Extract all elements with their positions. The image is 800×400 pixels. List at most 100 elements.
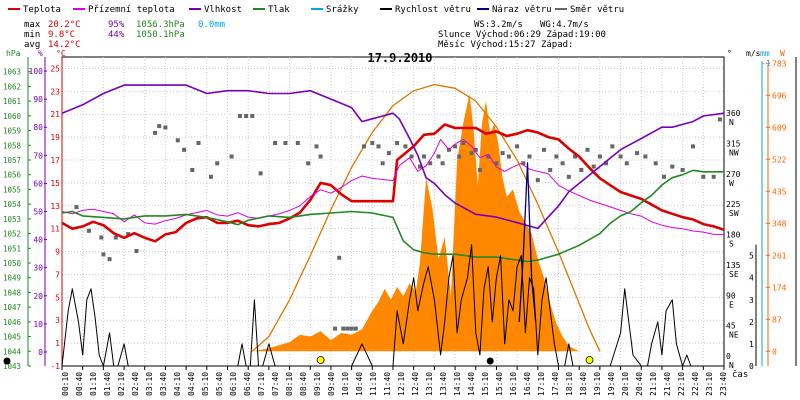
temp-tick-label: 21 <box>50 110 60 119</box>
wind-direction-dot <box>318 154 323 159</box>
wind-direction-dot <box>542 147 546 152</box>
wind-direction-dot <box>403 144 408 149</box>
hpa-tick-label: 1053 <box>3 215 21 224</box>
wind-direction-dot <box>717 117 722 122</box>
solar-tick-label: 174 <box>772 283 787 292</box>
pct-tick-label: 20 <box>33 292 43 301</box>
wind-direction-dot <box>190 168 195 172</box>
x-tick-label: 12:10 <box>397 372 406 396</box>
stat-max-label: max <box>24 20 41 30</box>
solar-measured-area <box>252 93 580 352</box>
wind-direction-dot <box>624 161 629 166</box>
solar-tick-label: 261 <box>772 251 787 260</box>
stat-max-hum: 95% <box>108 20 125 30</box>
stat-min-label: min <box>24 30 40 40</box>
stat-avg-temp: 14.2°C <box>48 40 81 50</box>
temp-axis-title: °C <box>56 49 66 58</box>
dir-tick-label: NW <box>729 148 739 157</box>
wind-direction-dot <box>209 174 213 179</box>
temp-tick-label: 19 <box>50 133 60 142</box>
x-tick-label: 21:10 <box>649 372 658 396</box>
dir-tick-label: 45 <box>726 322 736 331</box>
dir-tick-label: N <box>729 361 734 370</box>
wind-direction-dot <box>349 326 354 331</box>
wind-direction-dot <box>362 144 366 149</box>
wind-direction-dot <box>422 154 426 159</box>
wind-direction-dot <box>258 171 263 176</box>
wind-direction-dot <box>386 151 391 156</box>
wind-direction-dot <box>175 138 180 143</box>
wind-direction-dot <box>182 147 187 152</box>
hpa-tick-label: 1063 <box>3 68 21 77</box>
wind-direction-dot <box>579 168 584 172</box>
wind-direction-dot <box>461 141 466 145</box>
wind-direction-dot <box>283 141 288 145</box>
series-line-teplota <box>61 123 725 243</box>
wind-direction-dot <box>341 326 346 331</box>
wind-direction-dot <box>643 154 648 159</box>
wind-direction-dot <box>711 174 716 179</box>
wind-direction-dot <box>353 326 358 331</box>
stat-min-hum: 44% <box>108 30 125 40</box>
sun-times: Slunce Východ:06:29 Západ:19:00 <box>438 30 606 40</box>
solar-axis-title: W <box>780 49 785 58</box>
x-axis-label: čas <box>732 369 748 380</box>
wind-direction-dot <box>653 161 658 166</box>
dir-axis-title: ° <box>727 49 732 58</box>
wind-direction-dot <box>500 151 505 156</box>
dir-tick-label: E <box>729 300 734 309</box>
wind-direction-dot <box>515 144 520 149</box>
legend-label: Srážky <box>326 5 359 15</box>
stat-min-press: 1050.1hPa <box>136 30 185 40</box>
x-tick-label: 10:40 <box>355 372 364 396</box>
x-tick-label: 05:40 <box>215 372 224 396</box>
ms-tick-label: 0 <box>749 362 754 371</box>
wind-direction-dot <box>153 130 158 135</box>
x-tick-label: 17:40 <box>551 372 560 396</box>
x-tick-label: 18:40 <box>579 372 588 396</box>
ms-tick-label: 5 <box>749 252 754 261</box>
pct-tick-label: 80 <box>33 123 43 132</box>
x-tick-label: 08:10 <box>285 372 294 396</box>
x-tick-label: 20:40 <box>635 372 644 396</box>
legend-label: Teplota <box>23 5 61 15</box>
wind-direction-dot <box>99 235 104 240</box>
temp-tick-label: 23 <box>50 87 60 96</box>
pct-tick-label: 30 <box>33 264 43 273</box>
ms-tick-label: 4 <box>749 274 754 283</box>
wind-direction-dot <box>691 144 695 149</box>
chart-title: 17.9.2010 <box>367 51 432 65</box>
wind-direction-dot <box>295 141 300 145</box>
hpa-tick-label: 1045 <box>3 333 21 342</box>
wind-direction-dot <box>163 125 168 130</box>
wind-gust-readout: WG:4.7m/s <box>540 20 589 30</box>
wind-direction-dot <box>101 252 106 257</box>
temp-tick-label: 13 <box>50 202 60 211</box>
wind-direction-dot <box>157 124 162 129</box>
x-tick-label: 11:40 <box>383 372 392 396</box>
wind-direction-dot <box>457 154 462 159</box>
wind-direction-dot <box>527 154 532 159</box>
wind-direction-dot <box>273 141 278 145</box>
wind-direction-dot <box>409 154 414 159</box>
wind-direction-dot <box>554 154 559 159</box>
wind-direction-dot <box>314 144 319 149</box>
wind-direction-dot <box>453 144 458 149</box>
legend-label: Přízemní teplota <box>88 5 175 15</box>
hpa-tick-label: 1057 <box>3 156 21 165</box>
moon-marker <box>486 357 494 365</box>
x-tick-label: 02:40 <box>131 372 140 396</box>
wind-direction-dot <box>635 151 640 156</box>
ms-tick-label: 1 <box>749 340 754 349</box>
solar-tick-label: 87 <box>772 315 782 324</box>
dir-tick-label: SW <box>729 209 739 218</box>
wind-direction-dot <box>440 161 445 166</box>
x-tick-label: 23:10 <box>705 372 714 396</box>
wind-direction-dot <box>701 174 706 179</box>
wind-direction-dot <box>250 114 255 118</box>
series-line-p-zemn-teplota <box>61 138 724 235</box>
x-tick-label: 14:10 <box>453 372 462 396</box>
solar-clear-sky-line <box>251 83 601 352</box>
hpa-tick-label: 1056 <box>3 171 22 180</box>
